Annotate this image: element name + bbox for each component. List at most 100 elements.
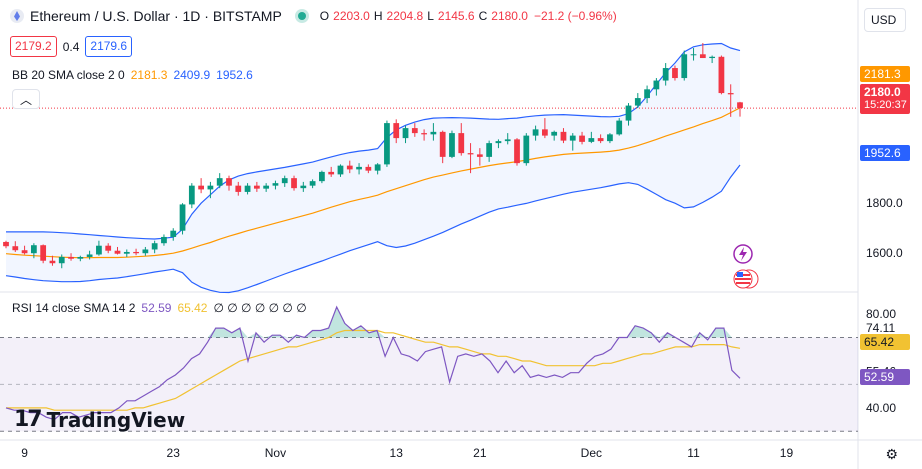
candle [737,101,743,117]
candle [291,175,297,191]
candle-body [607,134,613,142]
candle-body [579,135,585,142]
candle [523,133,530,166]
candle [467,143,474,174]
bb-legend[interactable]: BB 20 SMA close 2 0 2181.3 2409.9 1952.6 [12,68,253,82]
rsi-tick-label: 80.00 [866,307,896,321]
ethereum-icon [10,9,24,23]
candle-body [337,165,344,175]
lightning-icon[interactable] [733,244,753,264]
candle [653,78,660,96]
candle [96,240,102,256]
o-label: O [319,9,330,23]
candle [3,240,9,249]
candle-body [281,178,288,184]
spread-value: 0.4 [62,39,80,54]
candle-body [690,54,697,56]
candle [486,140,493,162]
ohlc-values: O 2203.0 H 2204.8 L 2145.6 C 2180.0 −21.2 (−… [320,9,617,23]
candle [263,183,270,192]
candle [281,175,288,187]
sell-price-button[interactable]: 2179.2 [10,36,57,57]
candle-body [458,133,465,154]
time-tick-label: 13 [390,446,404,460]
candles [3,43,743,269]
candle [86,250,93,260]
chart-events[interactable] [732,243,762,291]
candle-body [319,171,325,182]
candle [114,246,121,255]
candle-body [681,54,688,79]
candle [300,181,307,192]
currency-select[interactable]: USD [864,8,906,32]
rsi-sma-value: 65.42 [177,301,208,315]
candle-body [467,153,474,155]
candle-body [616,120,623,135]
candle-body [21,250,28,254]
candle [439,130,446,164]
candle-body [86,254,93,257]
time-tick-label: 19 [780,446,794,460]
tradingview-logo[interactable]: 17 TradingView [14,407,185,432]
l-label: L [427,9,434,23]
candle [244,183,251,195]
rsi-legend[interactable]: RSI 14 close SMA 14 2 52.59 65.42 ∅ ∅ ∅ … [12,301,307,315]
tradingview-mark: 17 [14,407,43,432]
candle-body [235,185,242,192]
candle [188,183,195,209]
candle-body [179,204,186,231]
candle-body [207,185,214,190]
candle-body [504,139,511,142]
candle [542,118,548,139]
bb-band-fill [6,43,740,293]
candle [77,255,84,262]
candle [272,180,279,190]
candle-body [439,131,446,157]
quote-row: 2179.2 0.4 2179.6 [10,36,133,57]
time-tick-label: Nov [265,446,286,460]
bar-countdown: 15:20:37 [864,99,907,111]
candle [727,84,734,117]
rsi-tick-label: 74.11 [866,321,895,335]
settings-icon[interactable]: ⚙ [885,446,898,462]
bb-basis-tag: 2181.3 [860,66,910,82]
us-flag-icon[interactable] [733,269,759,289]
c-label: C [478,9,488,23]
candle [253,181,260,192]
rsi-tick-label: 40.00 [866,401,896,415]
candle-body [718,56,725,94]
bb-upper-value: 2409.9 [173,68,211,82]
candle-body [105,245,112,251]
candle-body [551,131,558,136]
rsi-pane [0,305,858,432]
candle-body [476,154,483,157]
candle [161,234,167,246]
candle-body [356,166,362,170]
candle-body [532,129,539,136]
candle [105,243,112,254]
candle-body [597,138,604,142]
candle-body [263,185,270,189]
candle [672,65,678,81]
candle-body [77,256,84,259]
last-price-value: 2180.0 [864,85,901,99]
buy-price-button[interactable]: 2179.6 [85,36,133,57]
chevron-up-icon: ︿ [19,92,32,107]
candle [21,245,28,255]
candle-body [198,185,204,190]
symbol-title[interactable]: Ethereum / U.S. Dollar · 1D · BITSTAMP [30,8,282,24]
candle [346,160,353,174]
collapse-indicators-button[interactable]: ︿ [12,89,40,109]
candle-body [393,123,400,139]
candle-body [402,128,409,139]
candle-body [569,135,576,141]
rsi-line [5,305,741,421]
candle-body [142,249,149,254]
candle [699,43,706,59]
candle-body [421,133,427,135]
candle [123,249,130,257]
bb-basis-line [5,107,741,259]
candle [458,123,465,156]
candle-body [170,230,177,237]
